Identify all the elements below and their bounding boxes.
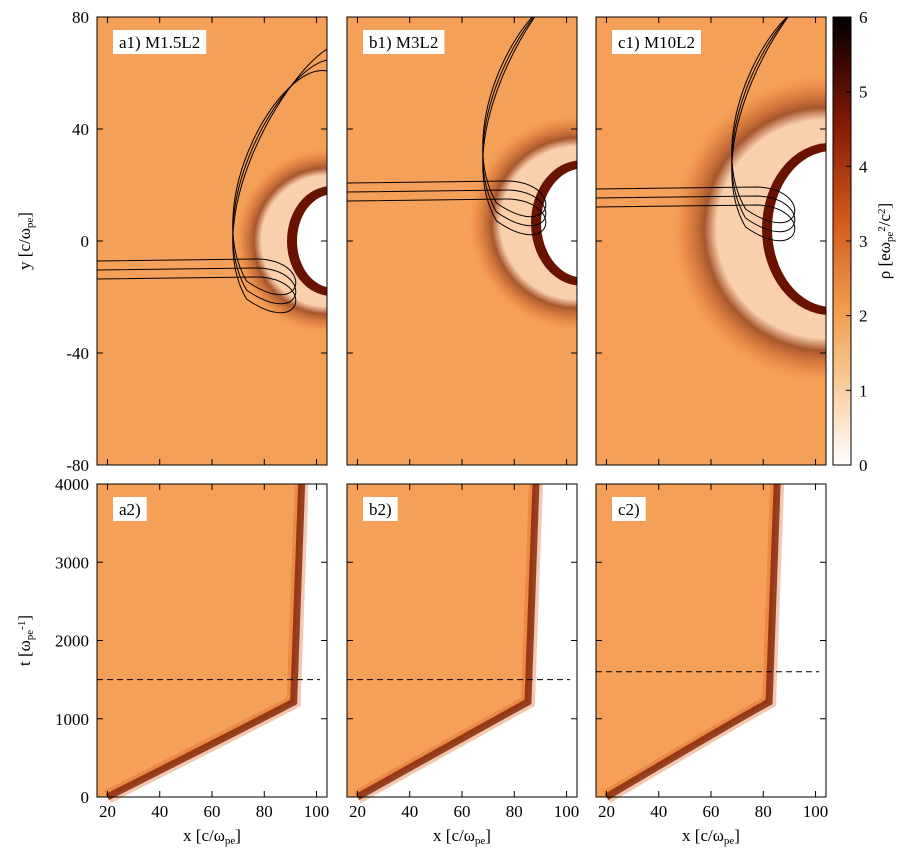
shock-interior (541, 168, 577, 278)
x-tick-label: 100 (803, 802, 829, 821)
shock-front (604, 483, 781, 801)
label-part: pe (724, 835, 735, 847)
label-part: pe (24, 218, 36, 229)
x-tick-label: 20 (598, 802, 615, 821)
field-line (596, 17, 796, 223)
x-tick-label: 80 (755, 802, 772, 821)
x-tick-label: 60 (204, 802, 221, 821)
panel-label: b1) M3L2 (369, 33, 438, 52)
label-part: ] (235, 826, 241, 845)
y-tick-label: 2000 (55, 632, 89, 651)
label-part: ] (485, 826, 491, 845)
label-box (113, 30, 207, 54)
y-tick-label: 0 (81, 788, 90, 807)
label-part: 2 (876, 208, 888, 214)
field-line (97, 59, 327, 304)
label-box (363, 30, 445, 54)
x-tick-label: 20 (99, 802, 116, 821)
x-tick-label: 40 (151, 802, 168, 821)
label-part: pe (225, 835, 236, 847)
label-part: t [ω (15, 640, 34, 666)
x-tick-label: 20 (349, 802, 366, 821)
field-line (596, 17, 796, 241)
field-line (347, 17, 547, 226)
y-axis-label: t [ωpe-1] (15, 615, 36, 666)
y-tick-label: 3000 (55, 553, 89, 572)
shock-interior (772, 151, 826, 307)
panel-label: a1) M1.5L2 (119, 33, 200, 52)
downstream-region (606, 484, 826, 797)
field-line (347, 17, 547, 235)
shock-front-edge (354, 483, 543, 804)
label-part: 2 (876, 226, 888, 232)
label-box (612, 497, 646, 521)
label-part: x [c/ω (682, 826, 724, 845)
label-part: -1 (16, 621, 28, 630)
shock-front-edge (602, 483, 785, 804)
shock-front (105, 483, 306, 801)
x-tick-label: 80 (256, 802, 273, 821)
panel-label: a2) (119, 500, 141, 519)
panel-label: c1) M10L2 (618, 33, 695, 52)
label-part: x [c/ω (183, 826, 225, 845)
x-tick-label: 60 (454, 802, 471, 821)
x-axis-label: x [c/ωpe] (183, 826, 241, 847)
shock-interior (297, 194, 327, 288)
field-line (97, 48, 327, 313)
downstream-region (107, 484, 327, 797)
downstream-region (357, 484, 577, 797)
x-tick-label: 100 (304, 802, 330, 821)
shock-front (355, 483, 540, 801)
colorbar-tick-label: 2 (859, 307, 868, 326)
label-box (363, 497, 398, 521)
y-tick-label: 1000 (55, 710, 89, 729)
y-tick-label: -80 (66, 456, 89, 475)
label-part: y [c/ω (15, 228, 34, 270)
x-tick-label: 80 (506, 802, 523, 821)
x-axis-label: x [c/ωpe] (433, 826, 491, 847)
y-axis-label: y [c/ωpe] (15, 212, 36, 270)
y-tick-label: 4000 (55, 475, 89, 494)
field-line (596, 17, 796, 232)
colorbar-tick-label: 5 (859, 83, 868, 102)
colorbar-tick-label: 6 (859, 8, 868, 27)
x-axis-label: x [c/ωpe] (682, 826, 740, 847)
colorbar-tick-label: 1 (859, 381, 868, 400)
colorbar-tick-label: 4 (859, 157, 868, 176)
label-part: /c (875, 213, 894, 226)
y-tick-label: 40 (72, 120, 89, 139)
x-tick-label: 40 (401, 802, 418, 821)
y-tick-label: 80 (72, 8, 89, 27)
shock-front-edge (104, 483, 309, 804)
y-tick-label: -40 (66, 344, 89, 363)
x-tick-label: 60 (703, 802, 720, 821)
label-box (113, 497, 147, 521)
label-part: x [c/ω (433, 826, 475, 845)
field-line (347, 17, 547, 217)
colorbar-tick-label: 0 (859, 456, 868, 475)
field-line (97, 70, 327, 295)
heatmap-texture (97, 48, 327, 335)
panel-label: b2) (369, 500, 392, 519)
colorbar-tick-label: 3 (859, 232, 868, 251)
heatmap-texture (347, 17, 577, 333)
shock-glow (467, 113, 577, 333)
label-part: ρ [eω (875, 242, 894, 279)
y-tick-label: 0 (81, 232, 90, 251)
label-part: pe (884, 232, 896, 243)
x-tick-label: 40 (650, 802, 667, 821)
colorbar-label: ρ [eωpe2/c2] (875, 203, 896, 279)
label-part: pe (475, 835, 486, 847)
label-part: ] (15, 212, 34, 218)
label-part: ] (875, 203, 894, 209)
label-part: pe (24, 630, 36, 641)
panel-label: c2) (618, 500, 640, 519)
x-tick-label: 100 (554, 802, 580, 821)
heatmap-texture (596, 17, 826, 385)
label-part: ] (15, 615, 34, 621)
label-part: ] (734, 826, 740, 845)
label-box (612, 30, 701, 54)
